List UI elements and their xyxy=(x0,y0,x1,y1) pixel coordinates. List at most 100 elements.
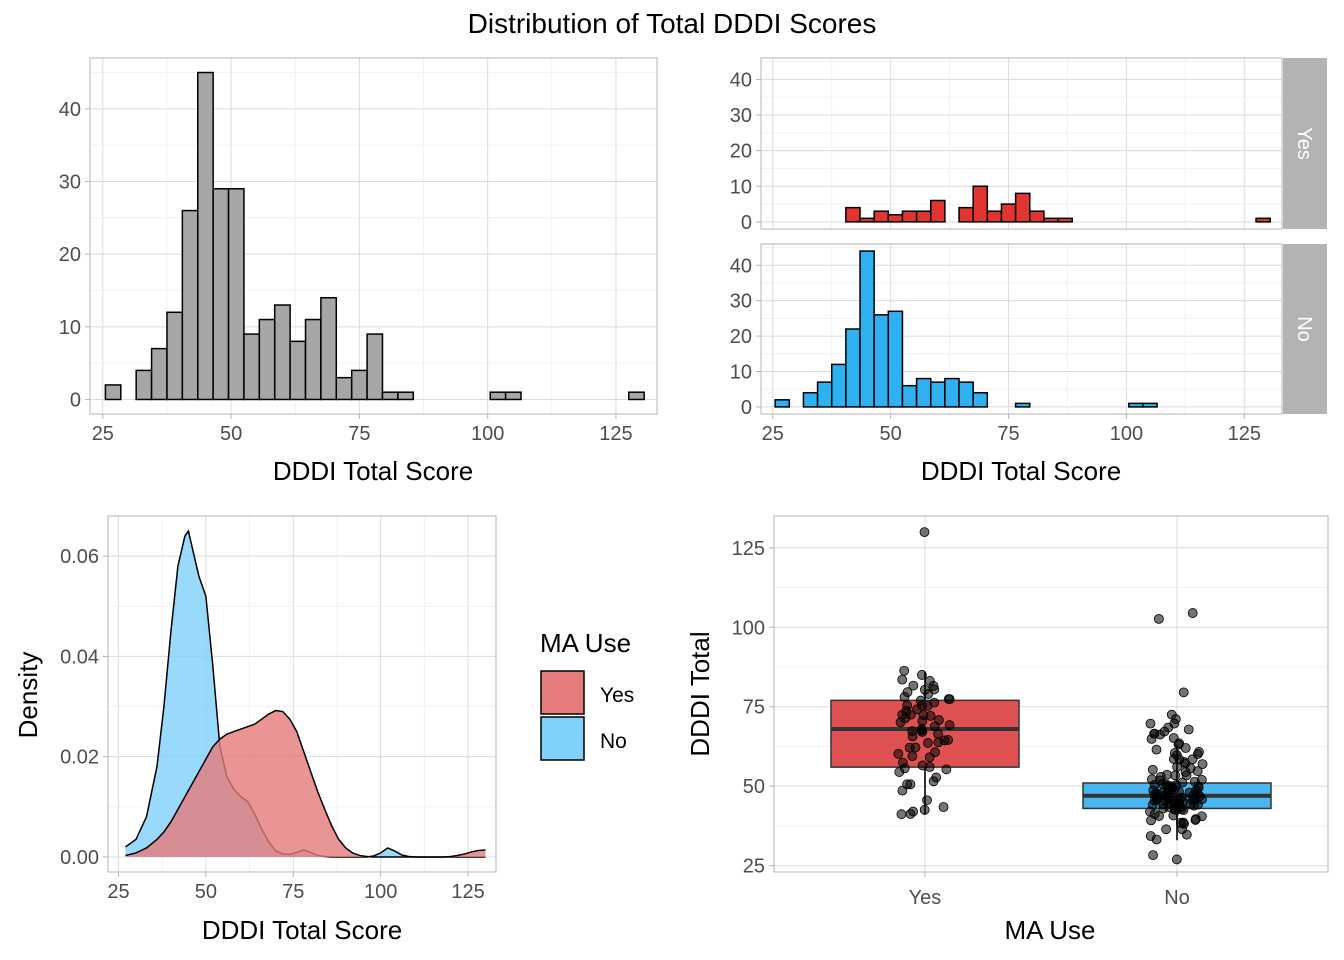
p4-point-yes xyxy=(941,764,952,775)
p2-no-bar xyxy=(1014,402,1031,408)
p2-yes-bar xyxy=(1255,217,1271,223)
p4-point-no xyxy=(1170,770,1181,781)
p2-yes-y-tick-label: 20 xyxy=(730,141,752,163)
p1-bar xyxy=(350,369,368,401)
p2-x-tick-label: 25 xyxy=(762,423,784,445)
p4-point-no xyxy=(1147,764,1158,775)
p4-point-no xyxy=(1171,854,1182,865)
p2-x-tick-label: 125 xyxy=(1228,423,1261,445)
p3-y-axis-title: Density xyxy=(13,652,43,739)
p3-x-tick-label: 25 xyxy=(107,881,129,903)
p2-no-bar xyxy=(816,381,833,408)
p4-point-yes xyxy=(912,704,922,715)
p3-panel-border xyxy=(107,515,497,873)
p4-point-yes xyxy=(922,795,932,806)
p2-yes-bar xyxy=(845,206,861,223)
p4-point-yes xyxy=(896,809,907,820)
p4-point-yes xyxy=(944,720,955,730)
p2-yes-bar xyxy=(1057,217,1073,223)
p2-no-bar xyxy=(958,381,974,408)
p2-yes-bar xyxy=(1000,203,1017,223)
p4-point-yes xyxy=(924,752,935,763)
p4-point-yes xyxy=(923,738,933,748)
p4-point-no xyxy=(1192,766,1203,777)
p3-density-area-yes xyxy=(125,710,486,857)
p4-point-yes xyxy=(893,748,904,759)
p2-yes-y-tick-label: 40 xyxy=(730,69,752,91)
p3-x-tick-label: 100 xyxy=(364,881,397,903)
p1-x-tick-label: 50 xyxy=(220,423,242,445)
p4-point-no xyxy=(1151,834,1162,845)
p4-point-yes xyxy=(897,674,908,685)
p3-y-tick-label: 0.00 xyxy=(60,847,99,869)
p3-y-tick-label: 0.06 xyxy=(60,546,99,568)
p2-no-bar xyxy=(887,310,904,408)
p3-y-tick-label: 0.04 xyxy=(60,646,99,668)
p2-x-tick-label: 75 xyxy=(997,423,1019,445)
p2-yes-bar xyxy=(1014,192,1031,223)
p1-bar xyxy=(289,340,307,401)
p4-point-no xyxy=(1168,810,1179,821)
p4-y-tick-label: 100 xyxy=(732,617,765,639)
p4-point-yes xyxy=(899,665,910,676)
p1-bar xyxy=(304,318,322,401)
p1-bar xyxy=(227,188,245,401)
p2-yes-bar xyxy=(972,185,989,223)
p4-point-yes xyxy=(922,701,933,711)
p1-bar xyxy=(320,297,338,401)
p4-point-yes xyxy=(895,717,906,728)
p4-point-yes xyxy=(917,670,927,680)
p2-yes-panel-border xyxy=(760,57,1283,230)
p2-no-bar xyxy=(859,250,875,408)
p1-bar xyxy=(135,369,153,401)
density-panel: 25 50 75 100 125 0.00 0.02 0.04 0.06 xyxy=(60,515,497,903)
p4-point-yes xyxy=(907,731,918,742)
main-title: Distribution of Total DDDI Scores xyxy=(468,8,877,39)
p4-point-yes xyxy=(905,809,916,819)
p2-no-y-tick-label: 40 xyxy=(730,255,752,277)
p4-point-no xyxy=(1158,803,1169,814)
p2-yes-strip xyxy=(1283,58,1327,229)
p4-point-no xyxy=(1154,811,1164,821)
p4-point-yes xyxy=(907,751,918,762)
p4-point-no xyxy=(1172,761,1183,772)
p1-bar xyxy=(104,384,122,401)
p1-bar xyxy=(489,391,507,401)
legend-label-no: No xyxy=(600,730,627,753)
p4-point-no xyxy=(1146,815,1156,826)
p4-y-tick-label: 50 xyxy=(743,776,765,798)
boxplot-panel: 25 50 75 100 125 Yes No xyxy=(732,515,1329,909)
p4-x-tick-label: No xyxy=(1164,887,1190,909)
p4-point-yes xyxy=(925,710,936,721)
p4-y-axis-title: DDDI Total xyxy=(685,631,715,756)
overall-histogram-panel: 25 50 75 100 125 0 10 20 30 40 xyxy=(59,57,658,445)
p3-x-tick-label: 50 xyxy=(195,881,217,903)
p3-x-axis-title: DDDI Total Score xyxy=(202,915,402,945)
p1-bar xyxy=(366,333,384,401)
p4-y-tick-label: 125 xyxy=(732,538,765,560)
p4-point-no xyxy=(1180,743,1191,753)
p2-no-bar xyxy=(774,399,791,408)
p1-bar xyxy=(335,376,353,401)
p1-panel-border xyxy=(89,57,658,415)
p2-no-strip xyxy=(1283,244,1327,414)
p2-yes-y-tick-label: 10 xyxy=(730,176,752,198)
p4-point-yes xyxy=(919,804,930,815)
p2-no-bar xyxy=(972,392,989,408)
p4-point-no xyxy=(1162,769,1172,780)
p2-no-bar xyxy=(944,377,960,408)
p4-point-no xyxy=(1161,824,1172,835)
legend-title: MA Use xyxy=(540,628,631,658)
p4-point-no xyxy=(1178,687,1189,698)
p1-x-tick-label: 25 xyxy=(92,423,114,445)
p2-no-bar xyxy=(901,384,918,408)
p4-panel-border xyxy=(773,515,1329,873)
p4-point-yes xyxy=(924,762,935,772)
p4-point-no xyxy=(1190,814,1201,824)
p2-no-y-tick-label: 30 xyxy=(730,291,752,313)
p1-x-tick-label: 125 xyxy=(599,423,632,445)
p3-x-tick-label: 125 xyxy=(451,881,484,903)
p4-point-no xyxy=(1183,724,1194,735)
p4-point-no xyxy=(1153,613,1164,624)
